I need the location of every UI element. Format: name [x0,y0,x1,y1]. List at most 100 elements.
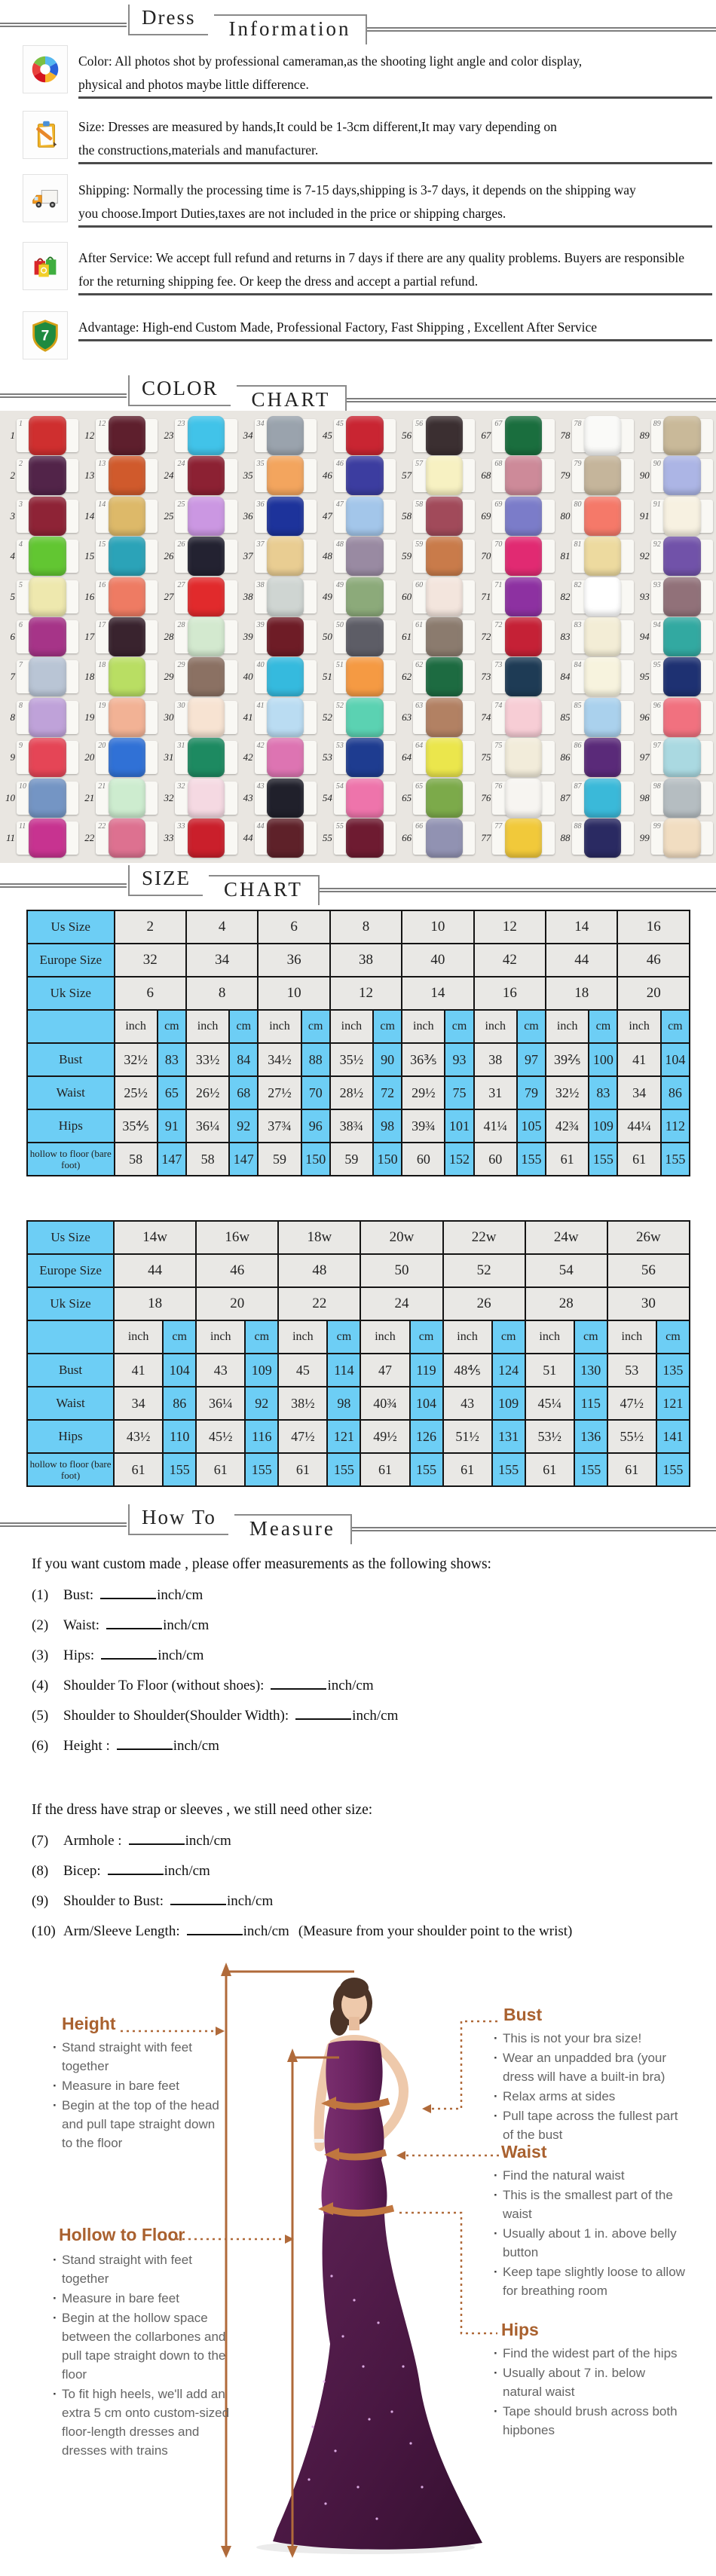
size-value-cell: 14 [401,976,475,1011]
swatch-card: 9 [17,738,79,778]
cm-value-cell: 65 [156,1075,187,1110]
cm-value-cell: 155 [655,1452,691,1487]
cm-value-cell: 141 [655,1419,691,1454]
swatch-fabric [108,657,145,697]
swatch-card: 64 [413,738,476,778]
swatch-number: 87 [560,791,571,803]
swatch-handwritten-number: 8 [19,701,23,710]
info-item: Size: Dresses are measured by hands,It c… [23,111,712,164]
cm-value-cell: 147 [156,1142,187,1176]
measurement-label: Armhole : [63,1833,122,1849]
bullet-text: Relax arms at sides [503,2089,616,2103]
swatch-handwritten-number: 60 [415,580,424,589]
size-chart-header: SIZE CHART [0,865,716,906]
color-swatch: 45 45 [320,415,396,455]
measure-row: Hips 35⅘ 91 36¼ 92 37¾ 96 38¾ 98 39¾ 101 41¼ 105 42¾ 1… [26,1109,691,1143]
swatch-fabric [504,577,543,616]
color-swatch: 60 60 [399,577,476,616]
measurement-item: (8) Bicep: inch/cm [32,1860,695,1890]
swatch-handwritten-number: 50 [335,620,344,629]
measurement-number: (4) [32,1678,49,1694]
color-swatch: 28 28 [161,616,237,656]
cm-value-cell: 136 [573,1419,608,1454]
unit-cm-cell: cm [372,1009,403,1044]
swatch-fabric [583,537,622,577]
swatch-card: 75 [492,738,555,778]
swatch-card: 53 [333,738,396,778]
swatch-card: 95 [650,657,713,697]
swatch-fabric [346,415,384,455]
inch-value-cell: 61 [360,1452,411,1487]
cm-value-cell: 155 [326,1452,362,1487]
size-value-cell: 36 [257,943,331,977]
inch-value-cell: 47½ [277,1419,329,1454]
swatch-handwritten-number: 59 [415,540,424,549]
unit-cm-cell: cm [573,1320,608,1354]
cm-value-cell: 155 [659,1142,691,1176]
size-value-cell: 18 [113,1286,197,1321]
swatch-handwritten-number: 12 [98,419,106,428]
color-swatch: 93 93 [637,577,714,616]
swatch-handwritten-number: 46 [335,460,344,469]
unit-inch-cell: inch [257,1009,302,1044]
bullet-text: Begin at the hollow space between the co… [62,2311,226,2382]
swatch-number: 18 [84,671,95,683]
swatch-card: 92 [650,537,713,577]
swatch-fabric [583,616,622,656]
swatch-number: 82 [560,590,571,602]
swatch-number: 4 [10,550,16,562]
unit-cm-cell: cm [300,1009,331,1044]
measure-bullet: · Begin at the hollow space between the c… [53,2308,230,2384]
measure-bullet: · Relax arms at sides [494,2087,684,2106]
swatch-handwritten-number: 9 [19,742,23,751]
swatch-number: 9 [10,751,16,763]
swatch-fabric [29,577,66,616]
size-table-row: Us Size 14w 16w 18w 20w 22w 24w 26w [26,1220,691,1255]
bullet-dot: · [53,2079,57,2093]
swatch-handwritten-number: 69 [494,500,503,509]
size-table-row: Europe Size 44 46 48 50 52 54 56 [26,1253,691,1288]
swatch-fabric [29,537,66,577]
size-value-cell: 24 [360,1286,444,1321]
swatch-card: 22 [96,818,158,858]
swatch-number: 72 [481,630,491,642]
info-item-line: After Service: We accept full refund and… [78,250,684,265]
inch-value-cell: 39¾ [401,1109,446,1143]
swatch-card: 82 [571,577,634,616]
swatch-handwritten-number: 38 [256,580,265,589]
cm-value-cell: 112 [659,1109,691,1143]
swatch-fabric [267,616,304,656]
size-value-cell: 20w [360,1220,444,1255]
color-swatch: 23 23 [161,415,237,455]
inch-value-cell: 41 [113,1353,164,1387]
color-wheel-icon [23,45,68,93]
info-item: 7 Advantage: High-end Custom Made, Profes… [23,311,712,359]
measurement-blank-line [186,1920,243,1936]
measurement-blank-line [101,1644,158,1660]
swatch-fabric [425,657,463,697]
color-swatch: 87 87 [558,778,635,818]
swatch-card: 89 [650,415,713,455]
swatch-fabric [583,818,622,858]
swatch-number: 90 [639,470,650,482]
info-item-line: for the returning shipping fee. Or keep … [78,274,479,289]
swatch-number: 65 [402,791,412,803]
swatch-card: 84 [571,657,634,697]
row-label: Us Size [26,910,115,944]
swatch-handwritten-number: 57 [415,460,424,469]
swatch-handwritten-number: 63 [415,701,424,710]
inch-value-cell: 59 [257,1142,302,1176]
swatch-fabric [663,738,701,778]
swatch-fabric [187,415,225,455]
inch-value-cell: 61 [524,1452,575,1487]
swatch-fabric [504,537,543,577]
row-label: Uk Size [26,976,115,1011]
swatch-number: 45 [322,429,332,441]
swatch-fabric [504,818,543,858]
swatch-fabric [346,778,384,818]
swatch-fabric [108,778,145,818]
swatch-card: 44 [254,818,317,858]
